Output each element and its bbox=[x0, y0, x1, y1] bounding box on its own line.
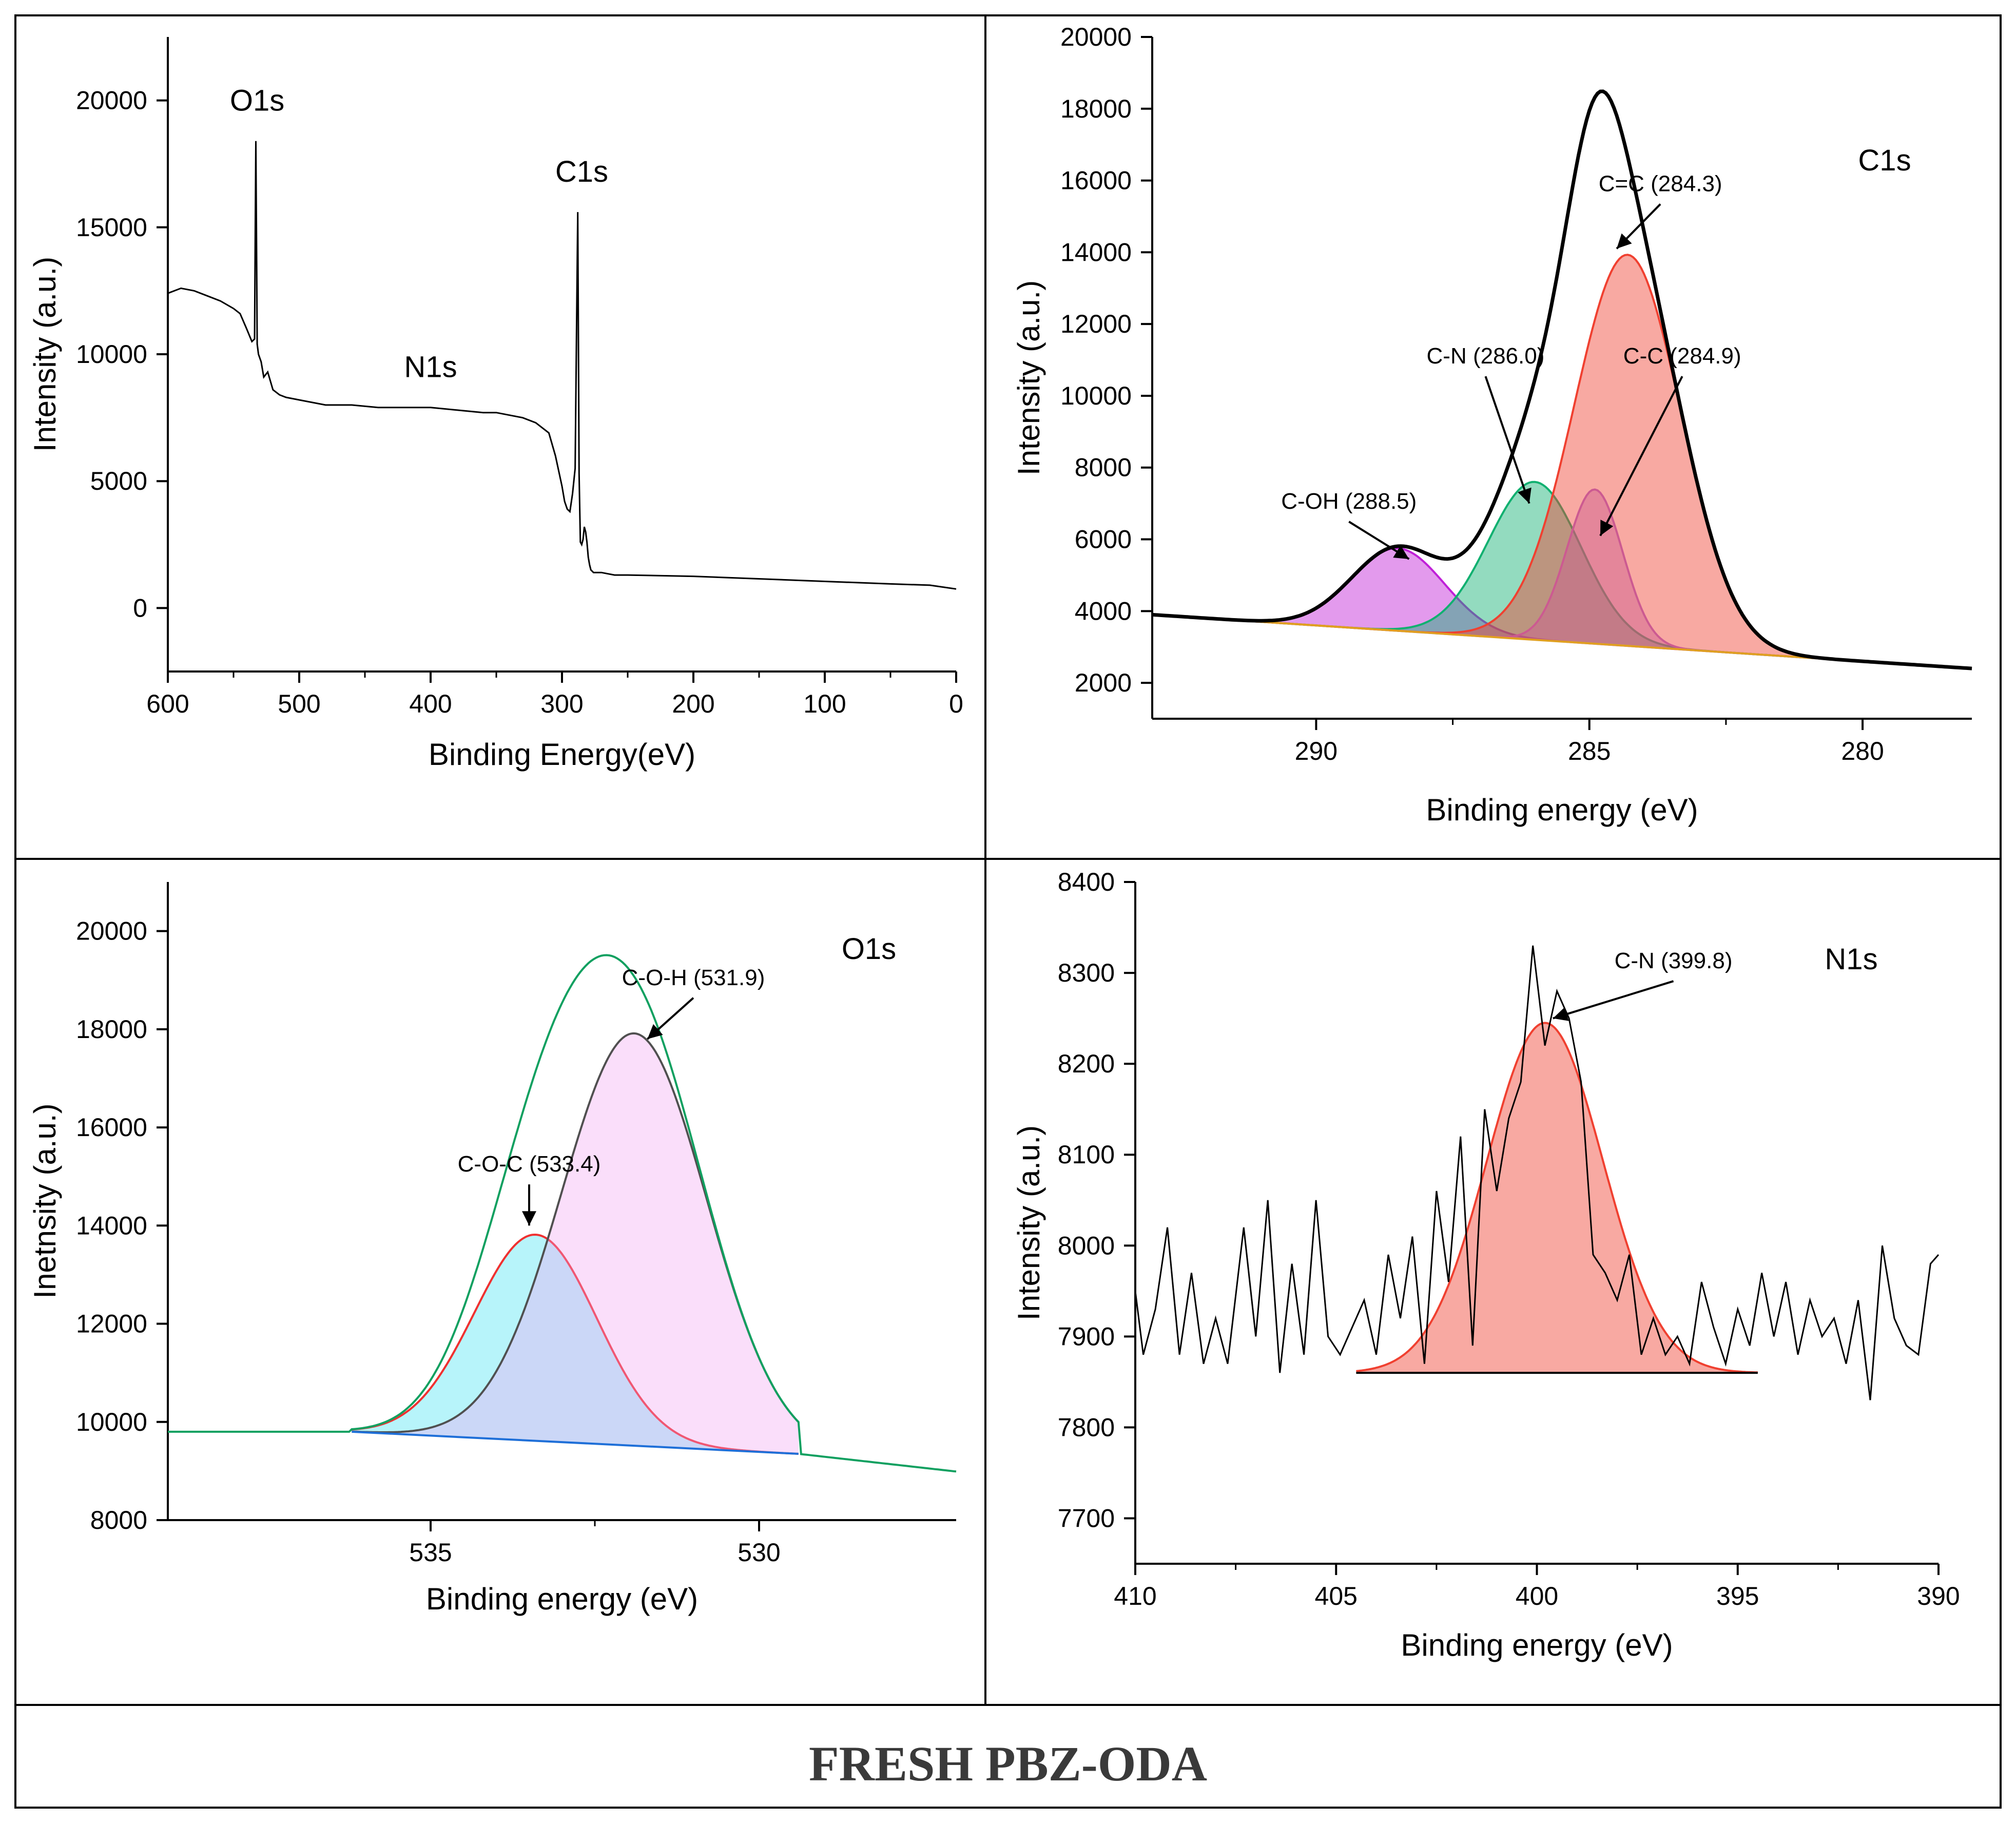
peak-annotation: N1s bbox=[404, 350, 457, 383]
baseline-line bbox=[352, 1430, 799, 1455]
x-tick-label: 285 bbox=[1568, 737, 1611, 765]
peak-arrowhead bbox=[1518, 487, 1532, 504]
peak-arrow bbox=[1553, 980, 1674, 1020]
y-tick-label: 6000 bbox=[1075, 525, 1132, 554]
o1s-spectrum-panel: 535 530 8000 10000 12000 14000 16000 18000 20000… bbox=[28, 882, 957, 1616]
x-axis-label: Binding energy (eV) bbox=[1426, 793, 1698, 827]
y-tick-label: 8000 bbox=[1075, 453, 1132, 482]
figure-caption: FRESH PBZ-ODA bbox=[809, 1736, 1207, 1791]
y-tick-label: 8100 bbox=[1058, 1140, 1115, 1169]
peak-arrow bbox=[1484, 376, 1530, 504]
y-tick-label: 7700 bbox=[1058, 1504, 1115, 1532]
peak-label: C-OH (288.5) bbox=[1281, 489, 1417, 514]
peak-label: C=C (284.3) bbox=[1599, 171, 1722, 197]
y-axis-label: Intensity (a.u.) bbox=[28, 257, 62, 452]
peak-fill bbox=[1152, 548, 1972, 669]
envelope-curve bbox=[168, 954, 957, 1473]
y-tick-label: 7900 bbox=[1058, 1322, 1115, 1351]
x-tick-label: 535 bbox=[409, 1538, 452, 1567]
n1s-spectrum-panel: 410 405 400 395 390 7700 7800 7900 8000 8100 8200 8… bbox=[1012, 868, 1960, 1662]
y-tick-label: 8000 bbox=[90, 1506, 147, 1534]
peak-label: C-O-C (533.4) bbox=[458, 1152, 601, 1177]
peak-label: C-N (399.8) bbox=[1615, 948, 1733, 973]
peak-fill bbox=[352, 1033, 799, 1454]
x-tick-label: 300 bbox=[540, 689, 583, 718]
peak-arrowhead bbox=[647, 1024, 663, 1039]
y-tick-label: 10000 bbox=[76, 1408, 147, 1436]
peak-arrowhead bbox=[1616, 233, 1632, 249]
peak-arrowhead bbox=[1393, 545, 1409, 559]
y-axis-label: Intensity (a.u.) bbox=[1012, 280, 1046, 475]
y-axis-label: Intensity (a.u.) bbox=[1012, 1125, 1046, 1320]
x-axis-label: Binding energy (eV) bbox=[426, 1582, 698, 1616]
y-tick-label: 18000 bbox=[1060, 94, 1132, 123]
raw-signal-line bbox=[1134, 945, 1940, 1400]
x-tick-label: 395 bbox=[1716, 1582, 1759, 1610]
y-tick-label: 5000 bbox=[90, 467, 147, 495]
peak-annotation: O1s bbox=[230, 84, 284, 117]
x-tick-label: 280 bbox=[1841, 737, 1884, 765]
y-tick-label: 2000 bbox=[1075, 668, 1132, 697]
y-tick-label: 10000 bbox=[76, 340, 147, 369]
peak-fill bbox=[1356, 1023, 1758, 1373]
outer-frame bbox=[14, 14, 2002, 1809]
y-tick-label: 14000 bbox=[76, 1211, 147, 1240]
y-tick-label: 15000 bbox=[76, 213, 147, 242]
peak-fill bbox=[1152, 489, 1972, 669]
x-tick-label: 600 bbox=[146, 689, 189, 718]
y-tick-label: 14000 bbox=[1060, 238, 1132, 266]
y-tick-label: 20000 bbox=[76, 86, 147, 115]
y-tick-label: 16000 bbox=[76, 1113, 147, 1142]
c1s-spectrum-panel: 290 285 280 2000 4000 6000 8000 10000 12000 14000… bbox=[1012, 23, 1972, 827]
envelope-curve bbox=[1152, 89, 1972, 670]
y-tick-label: 12000 bbox=[76, 1310, 147, 1338]
y-tick-label: 10000 bbox=[1060, 381, 1132, 410]
y-tick-label: 8300 bbox=[1058, 958, 1115, 987]
panel-title: N1s bbox=[1825, 943, 1877, 976]
peak-label: C-O-H (531.9) bbox=[622, 965, 765, 990]
x-tick-label: 290 bbox=[1295, 737, 1337, 765]
peak-arrowhead bbox=[1600, 520, 1614, 536]
survey-spectrum-panel: 600 500 400 300 200 100 005000100001500020000B… bbox=[28, 37, 963, 772]
y-tick-label: 8000 bbox=[1058, 1231, 1115, 1260]
peak-arrow bbox=[1599, 376, 1683, 536]
panel-title: C1s bbox=[1858, 144, 1911, 177]
x-tick-label: 0 bbox=[949, 689, 963, 718]
peak-label: C-C (284.9) bbox=[1623, 343, 1741, 369]
y-tick-label: 16000 bbox=[1060, 166, 1132, 195]
y-axis-label: Inetnsity (a.u.) bbox=[28, 1103, 62, 1298]
peak-annotation: C1s bbox=[555, 155, 608, 188]
y-tick-label: 20000 bbox=[1060, 23, 1132, 51]
x-tick-label: 400 bbox=[409, 689, 452, 718]
y-tick-label: 20000 bbox=[76, 917, 147, 946]
peak-fill bbox=[352, 1235, 799, 1454]
panel-title: O1s bbox=[842, 932, 896, 966]
peak-label: C-N (286.0) bbox=[1427, 343, 1545, 369]
peak-fill bbox=[1152, 482, 1972, 669]
x-axis-label: Binding Energy(eV) bbox=[429, 737, 695, 772]
peak-curve bbox=[352, 1233, 799, 1455]
y-tick-label: 7800 bbox=[1058, 1413, 1115, 1442]
x-tick-label: 530 bbox=[738, 1538, 780, 1567]
x-tick-label: 410 bbox=[1114, 1582, 1156, 1610]
peak-arrowhead bbox=[522, 1211, 536, 1226]
x-tick-label: 400 bbox=[1516, 1582, 1558, 1610]
y-tick-label: 8400 bbox=[1058, 868, 1115, 896]
y-tick-label: 0 bbox=[133, 593, 147, 622]
y-tick-label: 8200 bbox=[1058, 1049, 1115, 1078]
x-tick-label: 390 bbox=[1917, 1582, 1960, 1610]
x-tick-label: 200 bbox=[672, 689, 714, 718]
peak-arrowhead bbox=[1553, 1007, 1569, 1021]
y-tick-label: 18000 bbox=[76, 1015, 147, 1044]
y-tick-label: 12000 bbox=[1060, 310, 1132, 338]
x-tick-label: 405 bbox=[1315, 1582, 1358, 1610]
x-tick-label: 500 bbox=[278, 689, 320, 718]
x-axis-label: Binding energy (eV) bbox=[1401, 1628, 1673, 1662]
x-tick-label: 100 bbox=[803, 689, 846, 718]
survey-line bbox=[167, 141, 957, 590]
y-tick-label: 4000 bbox=[1075, 597, 1132, 625]
